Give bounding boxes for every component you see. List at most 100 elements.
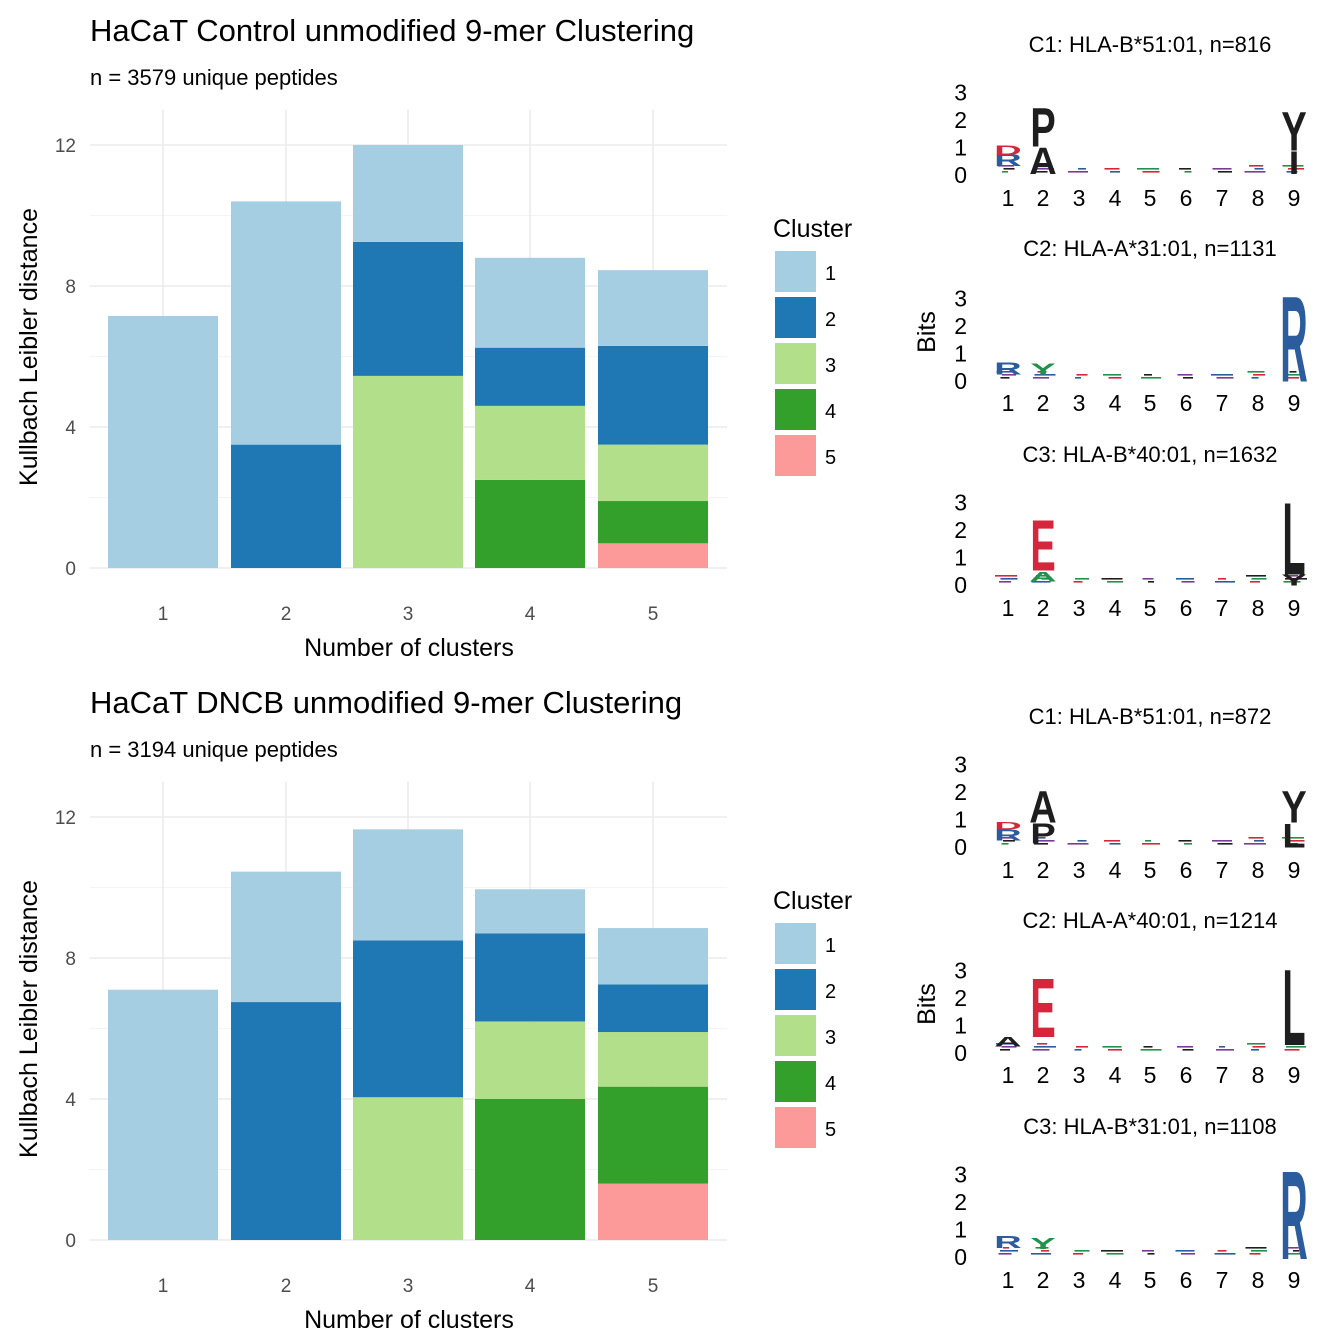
panel-2: HaCaT DNCB unmodified 9-mer Clustering n … [15,685,1308,1334]
logo-letter-Y: Y [1281,102,1306,164]
logo-minor-residue [1108,1049,1122,1051]
logo-minor-residue [1287,840,1305,842]
logo-x-tick: 8 [1252,1062,1265,1088]
logo-x-tick: 9 [1288,390,1301,416]
logo-x-tick: 1 [1002,595,1015,621]
logo-x-tick: 6 [1180,1267,1193,1293]
logo-letter-L: L [1282,948,1305,1070]
logo-letter-Y: Y [1030,361,1055,378]
legend-swatch-5 [775,1107,816,1148]
logo-y-tick: 0 [954,834,967,860]
logo-minor-residue [1003,840,1015,842]
logo-minor-residue [1035,1247,1049,1249]
logo-minor-residue [1287,1247,1299,1249]
chart-subtitle: n = 3579 unique peptides [90,65,338,90]
logo-x-tick: 4 [1109,857,1122,883]
logo-minor-residue [1077,840,1087,842]
logo-letter-Y: Y [1030,1236,1055,1253]
logo-x-tick: 5 [1144,185,1157,211]
logo-minor-residue [1285,377,1299,379]
logo-minor-residue [1104,168,1120,170]
logo-letter-A: A [1029,570,1056,585]
logo-minor-residue [1212,840,1232,842]
logo-minor-residue [1211,374,1233,376]
logo-minor-residue [1001,843,1009,845]
logo-letter-R: R [1280,272,1307,408]
logo-minor-residue [1246,575,1266,577]
logo-minor-residue [1140,1049,1162,1051]
y-tick-label: 0 [65,1231,76,1252]
logo-x-tick: 4 [1109,1062,1122,1088]
logo-minor-residue [1075,578,1089,580]
logo-minor-residue [1000,1049,1010,1051]
logo-title: C2: HLA-A*31:01, n=1131 [1023,236,1276,261]
logo-minor-residue [1002,171,1008,173]
logo-x-tick: 8 [1252,390,1265,416]
logo-minor-residue [1286,1046,1306,1048]
legend-label-4: 4 [825,401,836,423]
bar-k4-cluster-3 [475,405,585,480]
logo-minor-residue [1078,168,1086,170]
legend-label-1: 1 [825,935,836,957]
logo-title: C1: HLA-B*51:01, n=872 [1029,704,1272,729]
logo-x-tick: 5 [1144,857,1157,883]
logo-x-tick: 9 [1288,857,1301,883]
y-tick-label: 12 [55,136,76,157]
legend-label-1: 1 [825,263,836,285]
logo-letter-E: E [1030,961,1055,1055]
logo-minor-residue [1142,578,1154,580]
logo-y-tick: 3 [954,490,967,516]
logo-minor-residue [1103,374,1121,376]
logo-minor-residue [1001,1046,1017,1048]
bar-k2-cluster-1 [231,201,341,445]
logo-x-tick: 4 [1109,390,1122,416]
logo-minor-residue [1003,1247,1009,1249]
logo-minor-residue [1244,843,1266,845]
logo-letter-I: I [1289,146,1300,182]
logo-minor-residue [1000,377,1010,379]
logo-y-tick: 1 [954,545,967,571]
logo-x-tick: 5 [1144,1062,1157,1088]
logo-x-tick: 3 [1073,857,1086,883]
logo-minor-residue [1175,1250,1195,1252]
y-tick-label: 4 [65,1090,76,1111]
logo-x-tick: 9 [1288,1062,1301,1088]
logo-letter-A: A [1029,781,1056,832]
legend-swatch-2 [775,969,816,1010]
logo-minor-residue [1289,371,1297,373]
logo-minor-residue [1109,843,1121,845]
logo-minor-residue [1214,1253,1236,1255]
bar-k2-cluster-2 [231,444,341,568]
logo-y-tick: 2 [954,779,967,805]
logo-minor-residue [1253,374,1265,376]
logo-x-tick: 1 [1002,185,1015,211]
logo-minor-residue [1039,165,1045,167]
logo-minor-residue [1248,837,1264,839]
chart-title: HaCaT DNCB unmodified 9-mer Clustering [90,685,682,720]
bar-k1-cluster-1 [108,315,218,568]
logo-minor-residue [1000,1250,1018,1252]
logo-minor-residue [1041,578,1049,580]
logo-y-tick: 3 [954,1162,967,1188]
logo-minor-residue [1181,1253,1195,1255]
logo-minor-residue [1143,1046,1153,1048]
logo-background-residues [995,575,1307,583]
bar-k5-cluster-3 [598,444,708,502]
x-tick-label: 4 [525,1276,536,1297]
logo-y-tick: 0 [954,368,967,394]
x-tick-label: 2 [281,604,292,625]
logo-minor-residue [1142,1250,1154,1252]
logo-y-tick: 2 [954,1189,967,1215]
logo-letter-E: E [1030,506,1055,586]
logo-x-tick: 7 [1216,185,1229,211]
bars [108,145,708,568]
logo-minor-residue [997,837,1015,839]
logo-x-tick: 7 [1216,1267,1229,1293]
logo-minor-residue [1247,1043,1265,1045]
logo-x-tick: 7 [1216,1062,1229,1088]
logo-minor-residue [1108,377,1122,379]
logo-minor-residue [1176,578,1194,580]
